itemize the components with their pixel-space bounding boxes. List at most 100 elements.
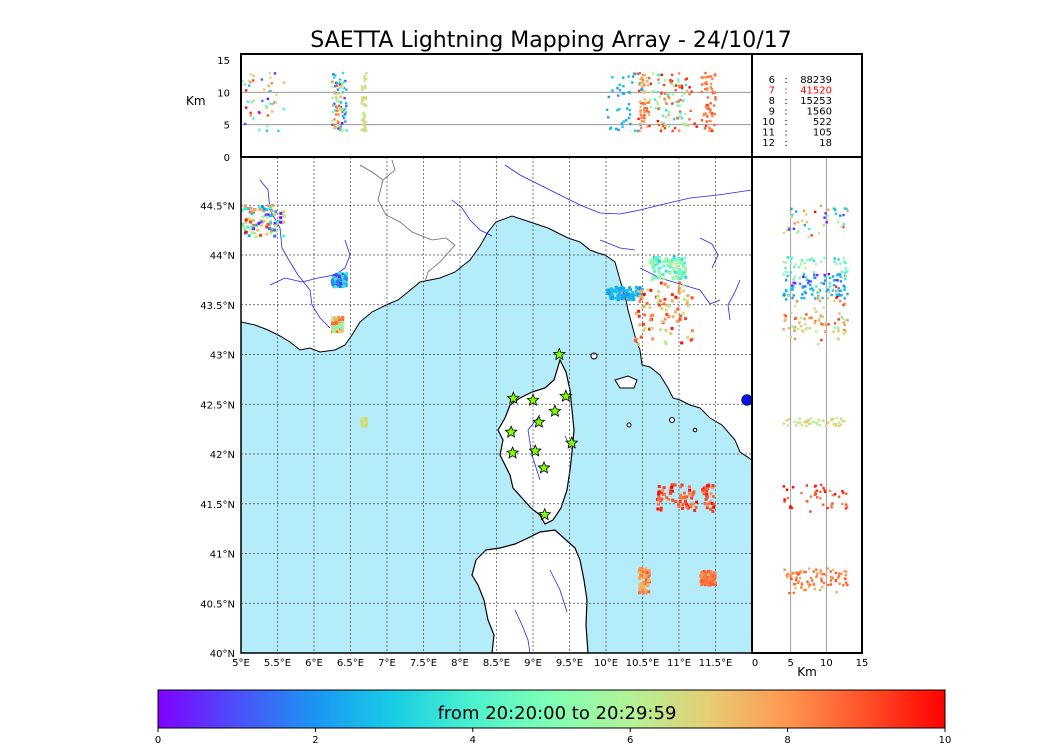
lightning-source (648, 305, 652, 309)
lightning-source-lat (830, 417, 833, 421)
station-count-separator: : (784, 75, 787, 86)
top-y-tick-label: 10 (217, 88, 230, 99)
lightning-source (674, 258, 678, 262)
lightning-source-lat (809, 495, 813, 498)
lightning-source (660, 306, 664, 310)
lightning-source-alt (666, 93, 670, 97)
lightning-source (659, 499, 663, 503)
lightning-source (606, 288, 610, 292)
lightning-source-lat (827, 208, 830, 211)
lightning-source-alt (656, 119, 660, 123)
lightning-source (247, 234, 251, 238)
lightning-source (342, 279, 346, 283)
lightning-source (651, 337, 655, 341)
lightning-source-alt (711, 115, 714, 118)
lightning-source-alt (345, 129, 348, 132)
lightning-source-alt (679, 98, 682, 101)
lightning-source (687, 485, 691, 489)
lightning-source-lat (801, 286, 805, 289)
lightning-source-lat (829, 579, 833, 582)
lightning-source-lat (801, 293, 804, 296)
lightning-source-lat (786, 256, 789, 259)
lightning-source-alt (714, 98, 717, 101)
lightning-source-lat (819, 569, 823, 572)
map-y-tick-label: 42°N (210, 450, 235, 461)
lightning-source-alt (344, 107, 347, 111)
lightning-source-lat (844, 274, 848, 278)
lightning-source-lat (814, 276, 817, 280)
lightning-source (258, 207, 262, 211)
lightning-source-alt (702, 112, 706, 116)
lightning-source-alt (340, 122, 344, 125)
lightning-source-lat (787, 294, 791, 298)
lightning-source (710, 502, 714, 506)
lightning-source-alt (693, 122, 696, 125)
lightning-source-alt (333, 118, 336, 121)
lightning-source (625, 294, 629, 298)
lma-stations (504, 347, 579, 521)
lightning-source (337, 279, 341, 283)
lightning-source (643, 588, 647, 592)
lightning-source-lat (823, 216, 826, 219)
lightning-source-alt (631, 81, 634, 84)
lightning-source-alt (331, 104, 335, 107)
lightning-source-lat (846, 583, 849, 587)
lightning-source (274, 210, 278, 214)
lightning-source (622, 286, 626, 290)
lightning-source (712, 577, 716, 581)
lightning-source (331, 318, 335, 322)
lightning-source (260, 205, 264, 209)
map-x-tick-label: 7°E (378, 658, 396, 669)
lightning-source (623, 293, 627, 297)
lightning-source (649, 314, 653, 318)
lightning-source (259, 223, 263, 227)
lightning-source (686, 304, 690, 308)
lightning-source-alt (713, 112, 717, 116)
lightning-source-lat (792, 277, 796, 281)
lightning-source (653, 269, 657, 273)
lightning-source-alt (335, 81, 339, 85)
lightning-source-alt (339, 101, 343, 104)
lightning-source-lat (813, 273, 816, 276)
lightning-source-alt (680, 117, 684, 120)
lightning-source (634, 289, 638, 293)
lightning-source-alt (362, 111, 366, 115)
lightning-source (687, 504, 691, 508)
station-count-number: 11 (762, 128, 775, 139)
lightning-source-alt (245, 106, 248, 109)
lightning-source-alt (689, 109, 692, 113)
map-x-tick-label: 10.5°E (626, 658, 660, 669)
lightning-source-lat (800, 582, 804, 585)
lightning-source-lat (817, 290, 820, 293)
lightning-source-lat (837, 576, 840, 579)
lightning-source-lat (821, 503, 825, 506)
lightning-source-alt (674, 84, 678, 87)
lightning-source-lat (842, 583, 845, 587)
lightning-source-alt (260, 78, 264, 81)
lightning-source-lat (832, 423, 835, 426)
right-panel-lightning-sources (782, 204, 849, 595)
lightning-source (268, 206, 272, 210)
station-star-icon (526, 393, 540, 406)
lightning-source-alt (704, 105, 708, 108)
lightning-source-alt (621, 125, 624, 128)
lightning-source-alt (365, 71, 368, 75)
lightning-source (270, 204, 274, 208)
lightning-source (345, 271, 349, 275)
lightning-source (341, 321, 345, 325)
lightning-source-lat (838, 294, 841, 297)
lightning-source (640, 573, 644, 577)
lightning-source (657, 256, 661, 260)
lightning-source-alt (333, 102, 336, 105)
lightning-source-alt (639, 100, 642, 103)
lightning-source (627, 294, 631, 298)
station-count-number: 7 (769, 86, 775, 97)
lightning-source (685, 495, 689, 499)
lightning-source (681, 506, 685, 510)
lightning-source (247, 206, 251, 210)
lightning-source-lat (808, 422, 812, 425)
lightning-source (611, 296, 615, 300)
lightning-source-lat (789, 506, 792, 509)
lightning-source-alt (336, 123, 340, 127)
lightning-source-lat (812, 570, 815, 573)
